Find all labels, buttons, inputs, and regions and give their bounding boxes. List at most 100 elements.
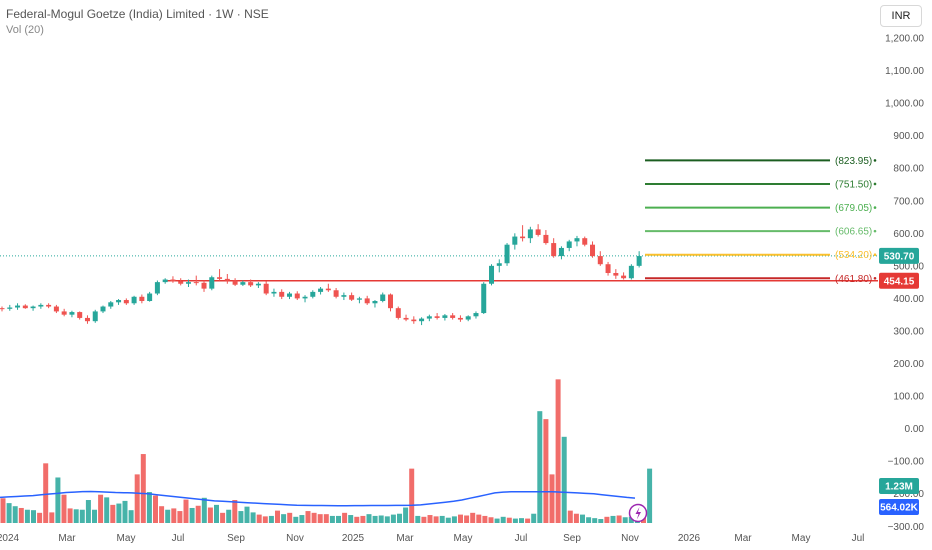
price-axis-label: 300.00 [893, 326, 924, 337]
candle-body [450, 315, 456, 318]
fib-label: (461.80) [835, 274, 872, 285]
time-axis-label: Mar [58, 533, 76, 544]
candle [512, 233, 518, 250]
candle [349, 292, 355, 302]
candle-body [217, 277, 223, 279]
currency-button[interactable]: INR [880, 5, 922, 27]
volume-bar [165, 509, 171, 523]
candle-body [426, 316, 432, 319]
fib-levels[interactable]: (823.95) (751.50) (679.05) (606.65) (534.20)… [645, 156, 877, 285]
price-axis-label: −200.00 [888, 489, 925, 500]
fib-level[interactable]: (606.65) [645, 227, 877, 238]
volume-bar [592, 518, 598, 523]
volume-bar [427, 515, 433, 523]
fib-dot [873, 206, 877, 209]
candle [77, 311, 83, 320]
candle-body [566, 241, 572, 248]
candle [558, 246, 564, 260]
volume-bar [220, 512, 226, 523]
time-axis[interactable]: 2024 Mar May Jul Sep Nov 2025 Mar May Jul Sep Nov 20… [0, 533, 864, 544]
volume-bar [134, 474, 140, 523]
candle [551, 238, 557, 258]
chart-title: Federal-Mogul Goetze (India) Limited · 1… [6, 7, 269, 21]
fib-level[interactable]: (679.05) [645, 203, 877, 214]
fib-dot [873, 159, 877, 162]
candle [154, 280, 160, 296]
candle [535, 224, 541, 237]
volume-bar [268, 515, 274, 523]
candle [116, 299, 122, 305]
candle-body [30, 306, 36, 309]
time-axis-label: May [454, 533, 473, 544]
candle [271, 288, 277, 297]
price-axis-label: 200.00 [893, 359, 924, 370]
volume-bar [549, 474, 555, 523]
candle [263, 281, 269, 296]
candle [286, 291, 292, 300]
candle-body [116, 300, 122, 303]
candle-body [123, 300, 129, 304]
candle-body [364, 298, 370, 304]
volume-bar [67, 508, 73, 523]
volume-bar [122, 500, 128, 523]
volume-bar [604, 516, 610, 523]
fib-level[interactable]: (534.20) [645, 250, 877, 261]
volume-indicator-label[interactable]: Vol (20) [6, 24, 44, 36]
volume-bar [262, 516, 268, 523]
last-price-badge-bg [879, 247, 919, 264]
candle [92, 309, 98, 323]
fib-level[interactable]: (461.80) [645, 274, 877, 285]
volume-bar [445, 517, 451, 523]
candle-body [178, 281, 184, 284]
candle-body [380, 294, 386, 302]
fib-level[interactable]: (751.50) [645, 179, 877, 190]
volume-bar [573, 513, 579, 523]
volume-bar [628, 516, 634, 523]
volume-bar [73, 509, 79, 523]
fib-dot [873, 229, 877, 233]
price-axis-label: 1,000.00 [885, 99, 924, 110]
volume-bar [207, 507, 213, 523]
volume-bar [110, 504, 116, 523]
fib-level[interactable]: (823.95) [645, 156, 877, 167]
candle-body [535, 229, 541, 235]
candle [590, 241, 596, 258]
volume-bar [488, 517, 494, 523]
volume-bar [458, 514, 463, 523]
price-axis-label: −100.00 [888, 457, 925, 468]
candle-body [496, 263, 502, 266]
support-price-badge-bg [879, 272, 919, 289]
lightning-icon[interactable] [628, 503, 648, 523]
candle [302, 295, 308, 303]
candle-body [77, 312, 83, 318]
time-axis-label: 2024 [0, 533, 20, 544]
candle [341, 292, 347, 301]
candle-body [349, 295, 355, 300]
candle-body [193, 282, 199, 284]
candle-body [605, 264, 611, 274]
candle-body [574, 238, 580, 242]
price-axis[interactable]: 1,200.00 1,100.00 1,000.00 900.00 800.00 700.… [885, 34, 924, 533]
candle [364, 295, 370, 305]
candle-body [53, 306, 59, 312]
candle [473, 311, 479, 319]
volume-bar [494, 518, 500, 523]
time-axis-label: Nov [286, 533, 304, 544]
volume-bar [238, 511, 244, 523]
candle-body [240, 282, 246, 285]
candle [53, 304, 59, 314]
volume-bar [451, 516, 457, 523]
volume-bar [403, 507, 409, 523]
fib-dot [873, 276, 877, 280]
volume-ma-badge-text: 564.02K [880, 503, 919, 514]
volume-bar [195, 505, 201, 523]
candle-body [512, 236, 518, 245]
candle-body [7, 307, 13, 309]
candle [15, 303, 21, 310]
volume-bar [519, 518, 524, 523]
candle-body [613, 273, 619, 276]
candle [411, 316, 417, 324]
candle-body [224, 278, 230, 281]
volume-bar [311, 512, 317, 523]
